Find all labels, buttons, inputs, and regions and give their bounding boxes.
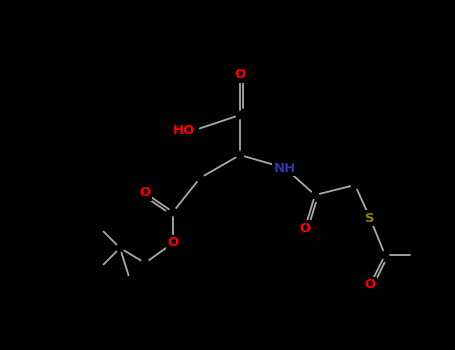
Text: NH: NH xyxy=(274,161,296,175)
Text: HO: HO xyxy=(172,124,195,136)
Text: O: O xyxy=(167,237,179,250)
Text: O: O xyxy=(364,279,376,292)
Text: O: O xyxy=(139,187,151,199)
Text: S: S xyxy=(365,211,375,224)
Text: O: O xyxy=(234,69,246,82)
Text: O: O xyxy=(299,222,311,235)
